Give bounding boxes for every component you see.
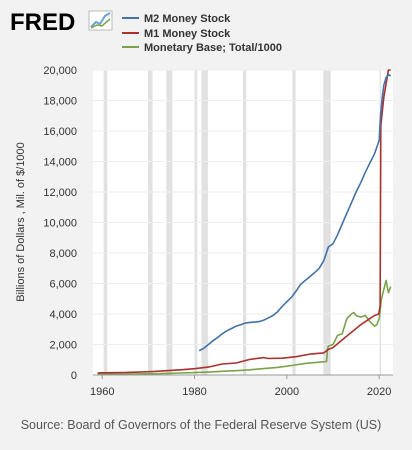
fred-logo[interactable]: FRED	[10, 9, 113, 36]
x-tick-label: 1980	[182, 386, 206, 398]
x-tick-label: 2000	[275, 386, 299, 398]
y-axis: 0 2,000 4,000 6,000 8,000 10,000 12,000 14,000 1…	[43, 65, 77, 382]
y-tick-label: 2,000	[49, 340, 77, 352]
gridlines	[93, 69, 393, 345]
x-axis: 1960 1980 2000 2020	[90, 374, 393, 398]
source-note: Source: Board of Governors of the Federa…	[21, 418, 382, 432]
fred-logo-text: FRED	[10, 9, 75, 36]
series-lines	[97, 69, 392, 376]
x-tick-label: 1960	[90, 386, 114, 398]
y-tick-label: 18,000	[43, 96, 77, 108]
series-line-m1	[97, 69, 391, 374]
legend-label-m2: M2 Money Stock	[144, 13, 231, 25]
fred-chart-logo-icon	[88, 10, 113, 31]
series-line-monetary-base	[97, 279, 392, 376]
y-tick-label: 12,000	[43, 187, 77, 199]
y-tick-label: 4,000	[49, 309, 77, 321]
legend-item-m1: M1 Money Stock	[122, 28, 231, 40]
legend-item-m2: M2 Money Stock	[122, 13, 231, 25]
y-tick-label: 10,000	[43, 218, 77, 230]
legend-label-base: Monetary Base; Total/1000	[144, 42, 282, 54]
y-tick-label: 14,000	[43, 157, 77, 169]
y-tick-label: 6,000	[49, 279, 77, 291]
x-tick-label: 2020	[367, 386, 391, 398]
y-tick-label: 16,000	[43, 126, 77, 138]
y-axis-title: Billions of Dollars , Mil. of $/1000	[15, 142, 27, 302]
legend-label-m1: M1 Money Stock	[144, 28, 231, 40]
y-tick-label: 20,000	[43, 65, 77, 77]
y-tick-label: 0	[71, 370, 77, 382]
chart-legend: M2 Money Stock M1 Money Stock Monetary B…	[122, 13, 282, 54]
legend-item-base: Monetary Base; Total/1000	[122, 42, 282, 54]
y-tick-label: 8,000	[49, 248, 77, 260]
series-line-m2	[198, 73, 392, 352]
